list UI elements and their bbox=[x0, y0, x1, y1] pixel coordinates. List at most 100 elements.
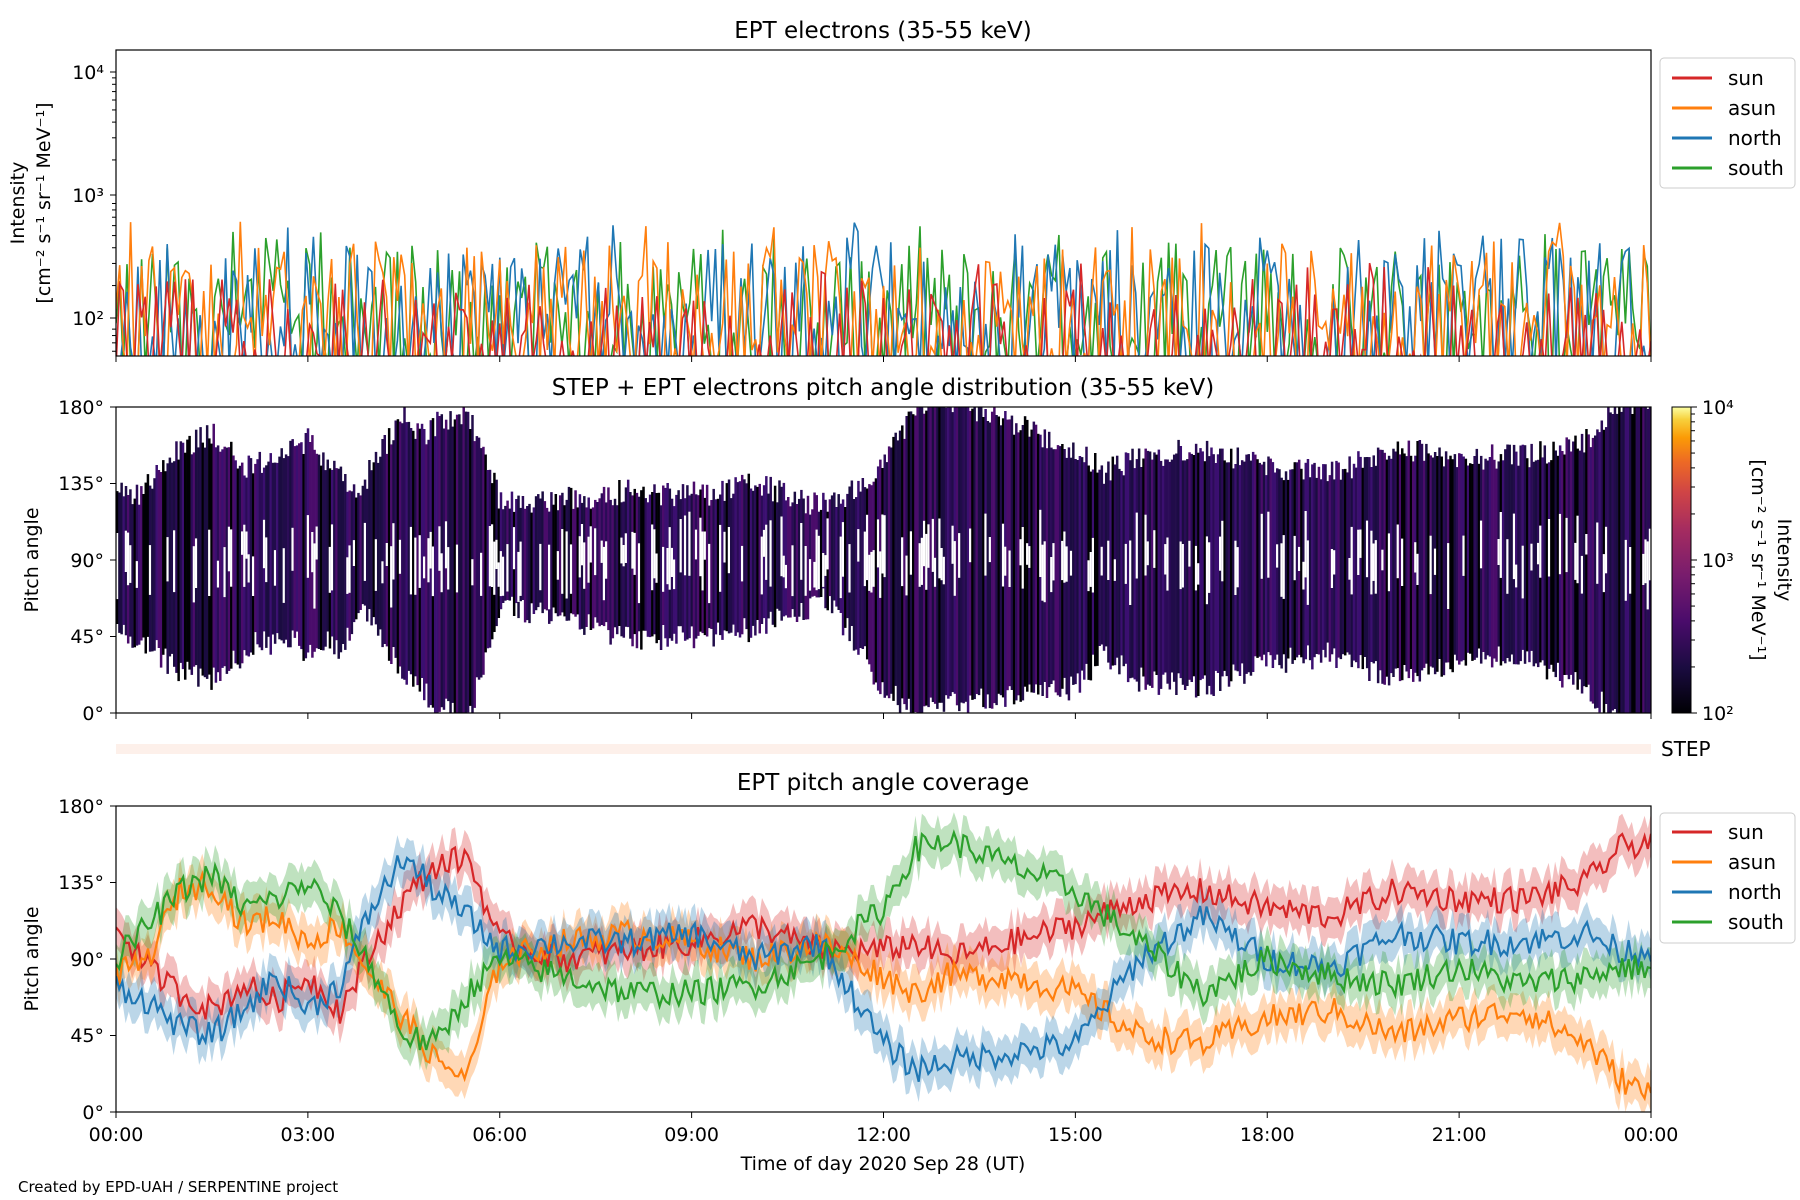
heatmap-column bbox=[236, 468, 240, 665]
heatmap-column bbox=[1216, 454, 1220, 673]
panel1-ytick-label: 10³ bbox=[72, 185, 104, 207]
x-tick-label: 21:00 bbox=[1432, 1124, 1487, 1146]
panel2-ytick-label: 180° bbox=[58, 397, 104, 419]
heatmap-column bbox=[523, 508, 527, 623]
heatmap-column bbox=[659, 505, 663, 650]
heatmap-column bbox=[1078, 456, 1082, 693]
heatmap-column bbox=[203, 447, 207, 678]
heatmap-column bbox=[1593, 435, 1597, 709]
heatmap-column bbox=[1337, 462, 1340, 658]
heatmap-column bbox=[1034, 424, 1038, 685]
heatmap-column bbox=[1151, 459, 1154, 688]
legend-box bbox=[1659, 57, 1796, 189]
heatmap-gap bbox=[330, 524, 334, 591]
heatmap-gap bbox=[817, 535, 821, 590]
heatmap-column bbox=[1258, 462, 1261, 657]
heatmap-gap bbox=[192, 546, 196, 603]
heatmap-column bbox=[979, 407, 983, 689]
heatmap-gap bbox=[857, 529, 860, 562]
heatmap-gap bbox=[245, 531, 248, 559]
heatmap-gap bbox=[800, 523, 803, 580]
heatmap-column bbox=[212, 423, 215, 668]
heatmap-column bbox=[598, 498, 601, 627]
heatmap-column bbox=[376, 462, 380, 636]
heatmap-column bbox=[615, 505, 619, 635]
heatmap-column bbox=[175, 441, 178, 673]
heatmap-column bbox=[317, 454, 321, 649]
heatmap-column bbox=[576, 507, 579, 615]
heatmap-column bbox=[629, 492, 632, 639]
heatmap-column bbox=[971, 408, 974, 700]
heatmap-gap bbox=[666, 548, 669, 585]
heatmap-column bbox=[808, 514, 812, 599]
heatmap-gap bbox=[194, 538, 198, 588]
heatmap-column bbox=[258, 451, 262, 648]
heatmap-column bbox=[1122, 475, 1126, 667]
heatmap-gap bbox=[495, 539, 498, 569]
heatmap-column bbox=[1104, 472, 1108, 647]
panel2-x-ticks bbox=[115, 713, 1652, 719]
heatmap-column bbox=[993, 407, 996, 704]
heatmap-column bbox=[1438, 447, 1441, 659]
heatmap-column bbox=[771, 501, 775, 625]
heatmap-gap bbox=[587, 536, 590, 583]
heatmap-column bbox=[462, 407, 465, 713]
heatmap-column bbox=[293, 446, 297, 638]
heatmap-column bbox=[118, 492, 121, 633]
heatmap-column bbox=[990, 411, 994, 709]
heatmap-gap bbox=[1041, 544, 1044, 601]
legend-label-sun: sun bbox=[1728, 66, 1764, 90]
heatmap-gap bbox=[1350, 526, 1354, 595]
heatmap-column bbox=[249, 458, 253, 653]
heatmap-column bbox=[675, 494, 678, 644]
heatmap-column bbox=[626, 479, 630, 628]
panel1-plot-area bbox=[116, 221, 1651, 356]
heatmap-column bbox=[501, 509, 505, 603]
heatmap-gap bbox=[872, 550, 876, 587]
heatmap-column bbox=[747, 473, 751, 643]
heatmap-column bbox=[1383, 452, 1386, 685]
heatmap-column bbox=[824, 499, 827, 609]
heatmap-column bbox=[1385, 459, 1389, 677]
heatmap-gap bbox=[624, 533, 628, 563]
heatmap-column bbox=[284, 454, 288, 640]
heatmap-column bbox=[1466, 465, 1470, 653]
heatmap-gap bbox=[931, 518, 935, 572]
heatmap-column bbox=[620, 502, 623, 637]
heatmap-column bbox=[308, 442, 312, 645]
heatmap-column bbox=[300, 442, 303, 650]
heatmap-column bbox=[475, 436, 479, 678]
heatmap-gap bbox=[1646, 541, 1650, 610]
heatmap-gap bbox=[1153, 530, 1156, 568]
colorbar-label: Intensity bbox=[1773, 519, 1795, 602]
heatmap-column bbox=[545, 507, 549, 611]
heatmap-column bbox=[344, 474, 347, 650]
heatmap-gap bbox=[1306, 540, 1310, 605]
heatmap-column bbox=[1284, 471, 1288, 673]
legend-label-north: north bbox=[1728, 126, 1782, 150]
panel2-ylabel: Pitch angle bbox=[21, 507, 43, 612]
heatmap-gap bbox=[602, 546, 606, 601]
heatmap-column bbox=[857, 480, 860, 655]
heatmap-column bbox=[477, 437, 481, 680]
heatmap-column bbox=[374, 451, 378, 625]
heatmap-column bbox=[1453, 454, 1457, 655]
heatmap-column bbox=[1098, 469, 1101, 646]
panel4-plot-area bbox=[116, 812, 1651, 1112]
heatmap-gap bbox=[868, 554, 871, 591]
heatmap-gap bbox=[1135, 512, 1139, 579]
x-tick-label: 00:00 bbox=[1624, 1124, 1679, 1146]
heatmap-column bbox=[521, 496, 525, 600]
heatmap-column bbox=[964, 407, 968, 702]
heatmap-column bbox=[563, 505, 566, 617]
heatmap-gap bbox=[1197, 563, 1200, 585]
panel4-ytick-label: 180° bbox=[58, 796, 104, 818]
heatmap-column bbox=[1137, 448, 1141, 692]
heatmap-column bbox=[1190, 453, 1193, 682]
heatmap-gap bbox=[1052, 543, 1055, 581]
heatmap-column bbox=[433, 436, 437, 713]
heatmap-gap bbox=[1144, 514, 1147, 576]
heatmap-column bbox=[589, 508, 593, 630]
heatmap-column bbox=[188, 435, 191, 670]
heatmap-gap bbox=[942, 556, 946, 585]
